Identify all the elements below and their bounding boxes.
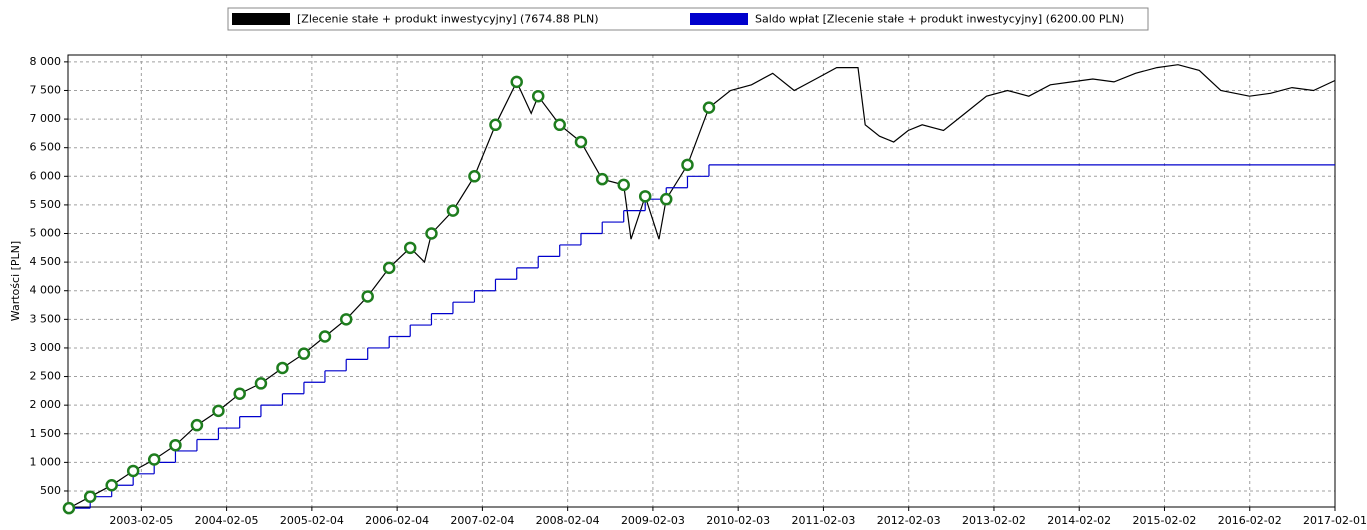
marker: [510, 75, 523, 89]
y-tick-label: 4 500: [30, 255, 62, 268]
x-tick-label: 2013-02-02: [962, 514, 1026, 527]
marker: [147, 453, 161, 466]
marker: [297, 347, 311, 360]
y-tick-label: 1 500: [30, 427, 62, 440]
x-tick-label: 2010-02-03: [706, 514, 770, 527]
marker: [276, 361, 289, 375]
marker: [595, 172, 609, 186]
marker: [702, 101, 716, 114]
x-tick-label: 2007-02-04: [450, 514, 514, 527]
marker: [638, 190, 652, 203]
y-tick-label: 6 000: [30, 169, 62, 182]
marker: [254, 377, 268, 390]
y-tick-label: 4 000: [30, 284, 62, 297]
y-tick-label: 7 000: [30, 112, 62, 125]
marker: [681, 158, 694, 172]
x-tick-label: 2006-02-04: [365, 514, 429, 527]
marker: [83, 490, 97, 503]
y-tick-label: 5 000: [30, 227, 62, 240]
marker: [446, 204, 460, 217]
legend-swatch: [232, 13, 290, 25]
marker: [212, 404, 225, 418]
plot-frame: [67, 54, 1336, 508]
marker: [361, 290, 374, 303]
y-tick-label: 3 000: [30, 341, 62, 354]
legend-box: [227, 7, 1149, 31]
y-tick-label: 2 500: [30, 370, 62, 383]
x-tick-label: 2004-02-05: [195, 514, 259, 527]
x-tick-label: 2009-02-03: [621, 514, 685, 527]
marker: [190, 418, 204, 432]
y-tick-label: 3 500: [30, 312, 62, 325]
x-tick-label: 2005-02-04: [280, 514, 344, 527]
series-line: [68, 64, 1336, 509]
x-tick-label: 2016-02-02: [1218, 514, 1282, 527]
marker: [531, 89, 545, 103]
marker: [382, 261, 396, 275]
y-tick-label: 6 500: [30, 141, 62, 154]
marker: [339, 313, 353, 326]
legend-label: Saldo wpłat [Zlecenie stałe + produkt in…: [755, 13, 1124, 26]
y-tick-label: 2 000: [30, 398, 62, 411]
x-tick-label: 2014-02-02: [1047, 514, 1111, 527]
x-tick-label: 2017-02-01: [1303, 514, 1367, 527]
marker: [62, 501, 76, 515]
y-tick-label: 500: [40, 484, 61, 497]
marker: [574, 135, 588, 149]
x-tick-label: 2011-02-03: [791, 514, 855, 527]
marker: [233, 387, 246, 400]
x-tick-label: 2015-02-02: [1133, 514, 1197, 527]
y-tick-label: 1 000: [30, 455, 62, 468]
marker: [105, 479, 118, 492]
y-tick-label: 5 500: [30, 198, 62, 211]
marker: [403, 241, 417, 255]
marker: [169, 438, 182, 452]
marker: [659, 192, 673, 206]
y-tick-label: 7 500: [30, 83, 62, 96]
x-tick-label: 2003-02-05: [109, 514, 173, 527]
marker: [126, 464, 140, 478]
x-tick-label: 2008-02-04: [536, 514, 600, 527]
marker: [468, 170, 481, 183]
marker: [425, 227, 438, 240]
marker: [617, 178, 630, 192]
marker: [553, 118, 566, 132]
y-tick-label: 8 000: [30, 55, 62, 68]
legend-label: [Zlecenie stałe + produkt inwestycyjny] …: [297, 13, 599, 26]
x-tick-label: 2012-02-03: [877, 514, 941, 527]
marker: [489, 118, 502, 132]
legend-swatch: [690, 13, 748, 25]
y-axis-label: Wartości [PLN]: [9, 241, 22, 321]
marker: [318, 330, 332, 343]
